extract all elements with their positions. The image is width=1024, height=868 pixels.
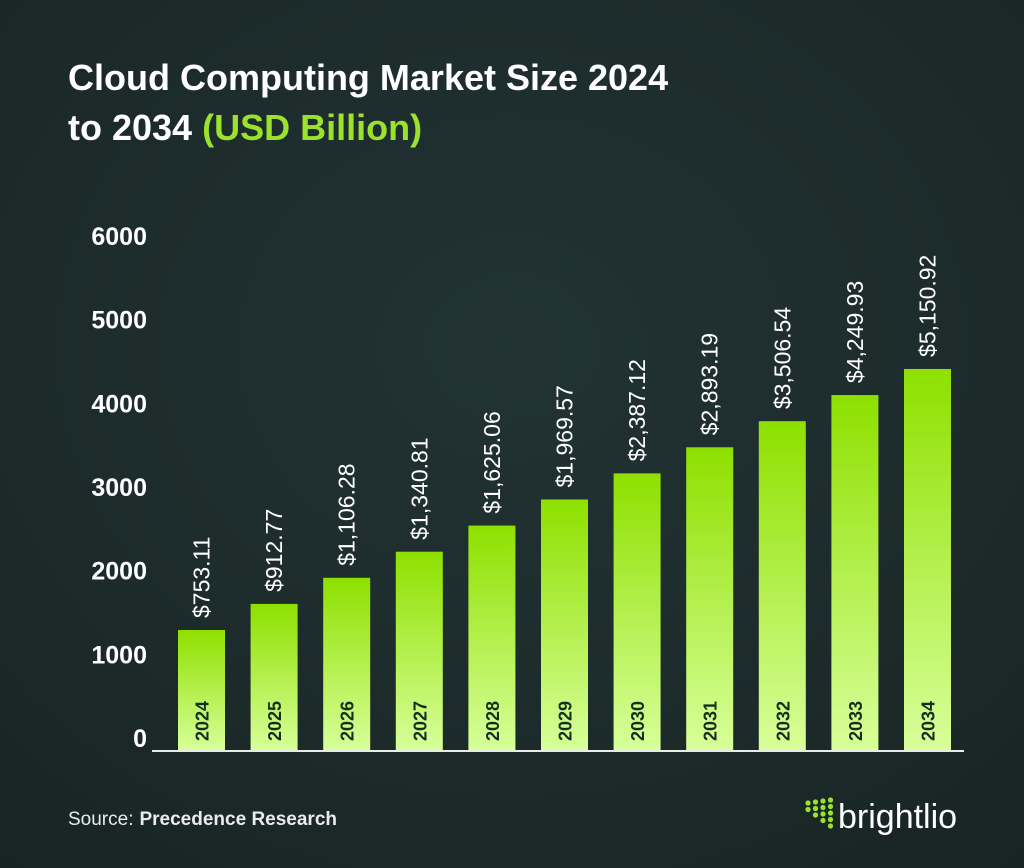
brand-name: brightlio [838,798,957,836]
logo-dot [827,823,834,829]
logo-dot [827,810,834,816]
bar-2025 [250,603,298,751]
y-tick-label: 2000 [91,558,147,586]
data-label: $1,625.06 [479,411,505,513]
source-text: Source: Precedence Research [68,809,337,830]
x-tick-label: 2032 [773,701,793,741]
source-name: Precedence Research [139,809,337,830]
logo-dot [812,799,819,805]
y-tick-label: 3000 [91,474,147,502]
bar-2026 [323,577,371,751]
logo-dot [820,817,826,824]
bar-2028 [468,525,516,751]
x-tick-label: 2027 [410,701,430,741]
data-label: $3,506.54 [769,307,795,410]
y-tick-label: 4000 [91,390,147,418]
y-tick-label: 6000 [91,223,147,251]
chart-title-line2: to 2034 (USD Billion) [68,107,422,148]
data-label: $1,106.28 [334,463,360,565]
logo-dot [820,811,826,817]
x-tick-label: 2031 [701,701,721,741]
y-tick-label: 5000 [91,307,147,335]
y-axis: 0 1000 2000 3000 4000 5000 6000 [91,223,147,753]
data-label: $1,969.57 [552,385,578,487]
logo-dot [820,798,826,804]
x-tick-label: 2029 [556,701,576,741]
bar-2034 [904,368,951,751]
bar-2031 [686,447,734,751]
data-label: $753.11 [189,537,215,618]
logo-dot [827,803,834,810]
data-label: $2,893.19 [697,333,723,435]
x-tick-label: 2034 [919,701,939,741]
x-tick-label: 2025 [265,701,285,741]
bar-2024 [178,630,225,751]
logo-dot [820,804,826,811]
x-tick-label: 2028 [483,701,503,741]
data-label: $4,249.93 [842,281,868,383]
x-tick-label: 2033 [846,701,866,741]
logo-dot [805,800,811,806]
bar-2027 [395,551,443,751]
title-years: to 2034 [68,107,192,148]
y-tick-label: 1000 [91,641,147,669]
chart-title-line1: Cloud Computing Market Size 2024 [68,57,668,98]
bar-2033 [831,395,879,751]
x-tick-label: 2026 [338,701,358,741]
y-tick-label: 0 [133,725,147,753]
bars: 2024 $753.11 2025 $912.77 2026 $1,106.28 2027 $… [178,255,951,751]
bar-2029 [541,499,588,751]
logo-dot [827,797,834,803]
brightlio-logo-icon [805,797,834,829]
data-label: $1,340.81 [406,437,432,539]
logo-dot [827,816,834,823]
data-label: $2,387.12 [624,359,650,461]
source-label: Source: [68,809,133,830]
bar-2030 [613,473,661,751]
logo-dot [812,805,819,812]
x-tick-label: 2024 [193,701,213,741]
logo-dot [805,806,811,813]
x-tick-label: 2030 [628,701,648,741]
title-unit: (USD Billion) [202,107,422,148]
data-label: $5,150.92 [915,255,941,357]
bar-2032 [758,421,806,751]
data-label: $912.77 [261,509,287,592]
logo-dot [812,812,819,818]
